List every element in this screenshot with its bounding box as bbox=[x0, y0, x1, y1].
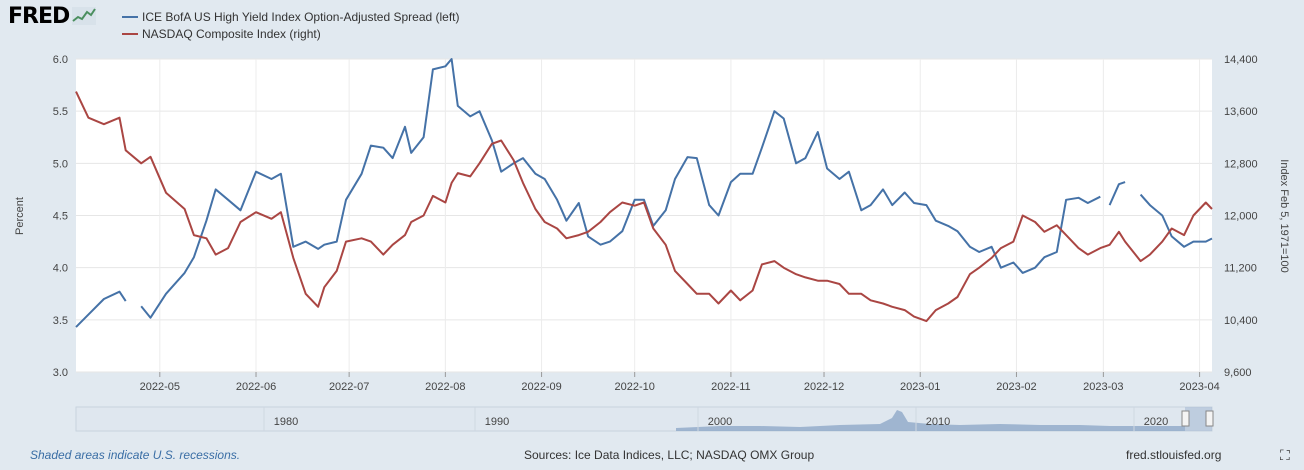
y-tick-right: 10,400 bbox=[1224, 315, 1258, 327]
y-tick-left: 3.5 bbox=[53, 315, 68, 327]
site-link[interactable]: fred.stlouisfed.org bbox=[1126, 448, 1222, 462]
navigator-right-handle[interactable] bbox=[1205, 410, 1214, 427]
y-tick-left: 4.5 bbox=[53, 211, 68, 223]
x-tick-label: 2023-03 bbox=[1083, 381, 1123, 393]
x-tick-label: 2022-07 bbox=[329, 381, 369, 393]
navigator-left-handle[interactable] bbox=[1181, 410, 1190, 427]
legend: ICE BofA US High Yield Index Option-Adju… bbox=[122, 8, 460, 42]
navigator-area bbox=[676, 410, 1185, 431]
y-tick-left: 3.0 bbox=[53, 367, 68, 379]
y-tick-left: 5.0 bbox=[53, 158, 68, 170]
fred-logo-text: FRED bbox=[8, 4, 70, 29]
legend-item-spread[interactable]: ICE BofA US High Yield Index Option-Adju… bbox=[122, 8, 460, 25]
legend-label-nasdaq: NASDAQ Composite Index (right) bbox=[142, 26, 321, 41]
navigator-tick-label: 1980 bbox=[274, 416, 298, 428]
x-tick-label: 2022-12 bbox=[804, 381, 844, 393]
y-axis-title-left: Percent bbox=[14, 197, 26, 235]
chart-line-icon bbox=[72, 7, 97, 25]
fred-logo[interactable]: FRED bbox=[8, 4, 97, 29]
recession-note: Shaded areas indicate U.S. recessions. bbox=[30, 448, 241, 462]
y-tick-right: 12,800 bbox=[1224, 158, 1258, 170]
legend-label-spread: ICE BofA US High Yield Index Option-Adju… bbox=[142, 9, 460, 24]
y-tick-right: 12,000 bbox=[1224, 211, 1258, 223]
x-tick-label: 2022-09 bbox=[521, 381, 561, 393]
series-line-spread[interactable] bbox=[75, 58, 1213, 328]
x-tick-label: 2022-05 bbox=[140, 381, 180, 393]
legend-swatch-spread bbox=[122, 15, 138, 18]
navigator[interactable]: 1980 1990 2000 2010 2020 bbox=[75, 406, 1214, 432]
y-tick-right: 13,600 bbox=[1224, 106, 1258, 118]
sources-text: Sources: Ice Data Indices, LLC; NASDAQ O… bbox=[524, 448, 815, 462]
x-tick-label: 2022-11 bbox=[711, 381, 751, 393]
series-line-nasdaq[interactable] bbox=[75, 91, 1213, 323]
y-tick-right: 14,400 bbox=[1224, 54, 1258, 66]
x-tick-label: 2023-01 bbox=[900, 381, 940, 393]
fullscreen-icon[interactable]: ⛶ bbox=[1280, 447, 1290, 463]
navigator-tick-label: 2010 bbox=[926, 416, 950, 428]
y-tick-left: 5.5 bbox=[53, 106, 68, 118]
x-tick-label: 2022-10 bbox=[615, 381, 655, 393]
navigator-tick-label: 1990 bbox=[485, 416, 509, 428]
y-tick-left: 4.0 bbox=[53, 263, 68, 275]
navigator-tick-label: 2020 bbox=[1144, 416, 1168, 428]
y-tick-right: 11,200 bbox=[1224, 263, 1257, 275]
x-tick-label: 2023-04 bbox=[1179, 381, 1219, 393]
chart: 3.0 3.5 4.0 4.5 5.0 5.5 6.0 9,600 10,400 11,200 1… bbox=[14, 54, 1290, 432]
navigator-tick-label: 2000 bbox=[708, 416, 732, 428]
x-tick-label: 2022-06 bbox=[236, 381, 276, 393]
y-axis-title-right: Index Feb 5, 1971=100 bbox=[1278, 159, 1290, 272]
x-tick-label: 2022-08 bbox=[425, 381, 465, 393]
legend-swatch-nasdaq bbox=[122, 32, 138, 35]
legend-item-nasdaq[interactable]: NASDAQ Composite Index (right) bbox=[122, 25, 460, 42]
y-tick-left: 6.0 bbox=[53, 54, 68, 66]
x-tick-label: 2023-02 bbox=[996, 381, 1036, 393]
y-tick-right: 9,600 bbox=[1224, 367, 1252, 379]
